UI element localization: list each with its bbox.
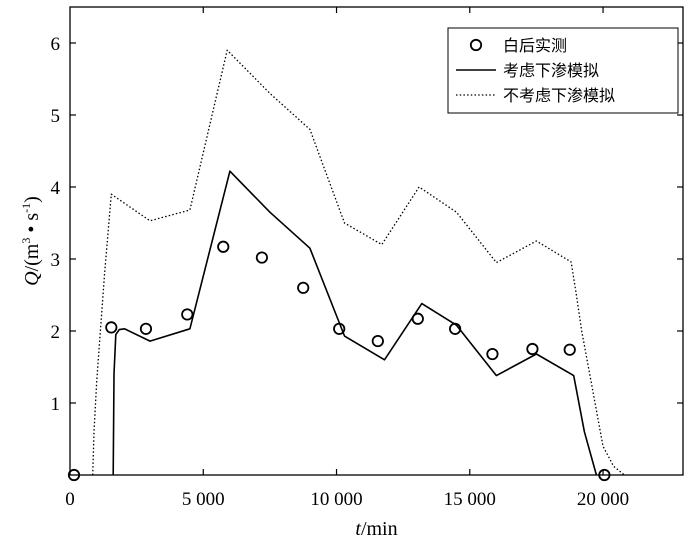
x-axis-label: t/min [355,518,397,540]
legend-entry-label: 白后实测 [503,36,567,55]
series-layer [67,49,625,482]
data-point [181,308,194,321]
legend-marker-circle [469,38,483,52]
y-axis-sup1: 3 [19,238,33,244]
y-tick-label: 6 [51,34,61,55]
y-tick-label: 1 [51,394,61,415]
data-point [486,347,499,361]
y-tick-label: 5 [51,106,61,127]
data-point [297,281,310,294]
x-axis-unit: /min [361,518,398,540]
data-point [217,240,230,253]
x-tick-label: 15 000 [444,489,496,510]
data-point [105,321,118,334]
x-axis-ticks: 0 5 000 10 000 15 000 20 000 [65,7,629,510]
y-tick-label: 2 [51,322,61,343]
legend-entry-label: 不考虑下渗模拟 [503,86,615,105]
series-line-with-infiltration [112,170,598,476]
data-point [139,322,153,335]
y-axis-ticks: 1 2 3 4 5 6 [51,34,683,415]
data-point [526,342,539,356]
data-point [255,251,268,264]
y-axis-unit-prefix: /(m [21,243,43,271]
y-axis-unit-suffix: ) [21,196,43,203]
data-point [67,468,81,482]
x-axis-var: t [355,518,361,540]
y-axis-var: Q [21,271,43,286]
data-point [563,343,576,356]
x-tick-label: 0 [65,489,75,510]
x-tick-label: 10 000 [310,489,362,510]
data-point [598,468,611,482]
legend-entry-label: 考虑下渗模拟 [503,61,599,80]
y-tick-label: 3 [51,250,61,271]
x-tick-label: 5 000 [182,489,225,510]
y-axis-sup2: -1 [19,203,33,213]
series-line-no-infiltration [92,49,625,476]
data-point [371,334,384,348]
x-tick-label: 20 000 [577,489,629,510]
plot-frame [69,6,684,476]
y-axis-unit-mid: • s [21,213,43,238]
y-tick-label: 4 [51,178,61,199]
series-observed-markers [67,240,611,482]
y-axis-label: Q/(m3 • s-1) [19,196,43,286]
